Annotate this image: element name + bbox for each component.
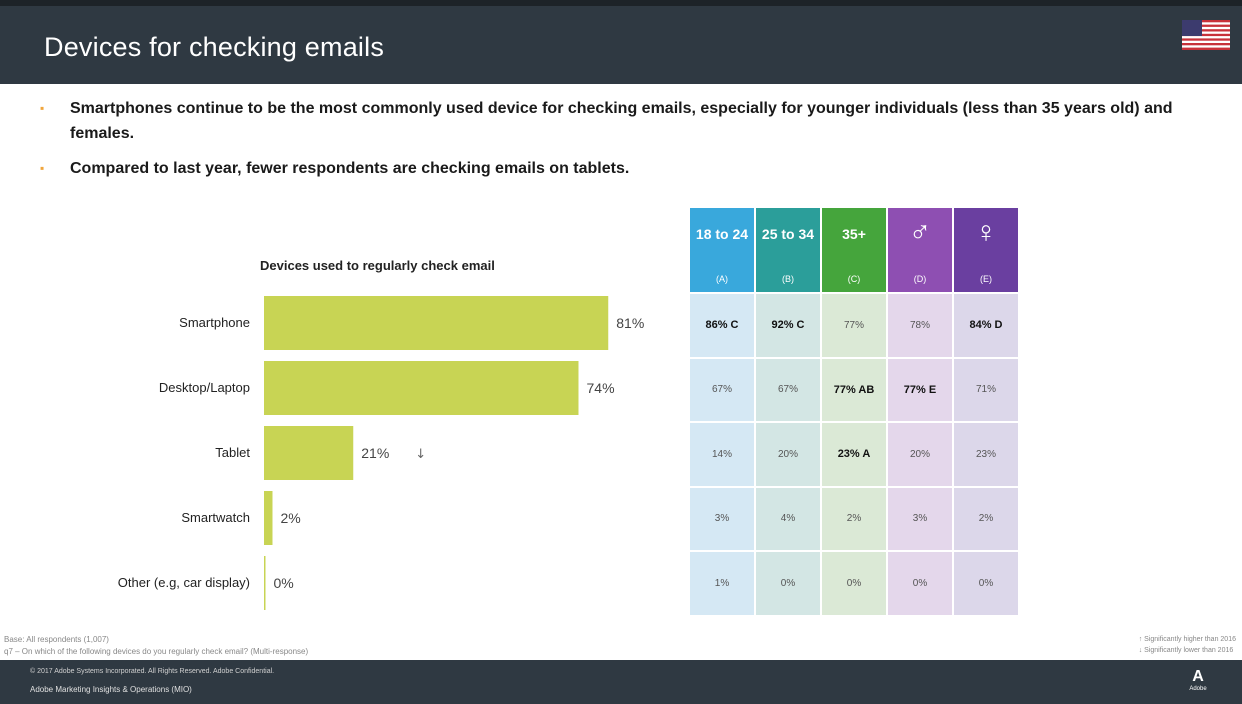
bar-category-label: Tablet <box>215 445 250 460</box>
sig-lower-note: ↓ Significantly lower than 2016 <box>1138 647 1234 654</box>
bar-value-label: 21% <box>361 445 389 461</box>
bar-category-label: Desktop/Laptop <box>159 380 250 395</box>
bar-category-label: Other (e.g, car display) <box>118 575 250 590</box>
bar-category-label: Smartphone <box>179 315 250 330</box>
bullet-text: Compared to last year, fewer respondents… <box>70 160 630 177</box>
bar <box>264 296 609 350</box>
table-cell: 1% <box>690 552 754 615</box>
table-cell: 77% <box>822 294 886 357</box>
bar-value-label: 74% <box>587 380 615 396</box>
column-code: (C) <box>847 274 861 284</box>
column-label: 18 to 24 <box>695 226 749 242</box>
copyright-text: © 2017 Adobe Systems Incorporated. All R… <box>30 668 275 675</box>
table-cell: 23% <box>954 423 1018 486</box>
department-text: Adobe Marketing Insights & Operations (M… <box>30 685 192 694</box>
footer-bar: © 2017 Adobe Systems Incorporated. All R… <box>0 660 1242 704</box>
chart-title: Devices used to regularly check email <box>260 258 495 273</box>
bar-category-label: Smartwatch <box>181 510 250 525</box>
header-bar: Devices for checking emails <box>0 0 1242 84</box>
table-cell: 92% C <box>756 294 820 357</box>
table-cell: 2% <box>954 487 1018 550</box>
table-column-header: 18 to 24 (A) <box>690 208 754 292</box>
table-cell: 20% <box>888 423 952 486</box>
table-cell: 0% <box>822 552 886 615</box>
table-cell: 2% <box>822 487 886 550</box>
table-cell: 71% <box>954 358 1018 421</box>
bullet-dot-icon: ▪ <box>40 161 45 175</box>
bullet-dot-icon: ▪ <box>40 101 45 115</box>
bar <box>264 556 266 610</box>
table-cell: 3% <box>690 487 754 550</box>
bar <box>264 361 579 415</box>
page-title: Devices for checking emails <box>44 32 385 62</box>
base-note: Base: All respondents (1,007) <box>4 635 109 644</box>
table-cell: 67% <box>690 358 754 421</box>
bar-chart: Smartphone 81% Desktop/Laptop 74% Tablet 21% ↓… <box>118 296 644 610</box>
column-code: (B) <box>782 274 794 284</box>
table-column-header: 25 to 34 (B) <box>756 208 820 292</box>
table-column-header: 35+ (C) <box>822 208 886 292</box>
question-note: q7 – On which of the following devices d… <box>4 647 309 656</box>
adobe-logo-text: Adobe <box>1189 686 1207 692</box>
column-label: 25 to 34 <box>761 226 815 242</box>
column-code: (D) <box>913 274 927 284</box>
table-cell: 78% <box>888 294 952 357</box>
demographic-table: 18 to 24 (A) 86% C 67% 14% 3% 1% 25 to 34 (B) 92%… <box>690 208 1018 616</box>
adobe-logo: A Adobe <box>1186 668 1210 692</box>
table-cell: 77% AB <box>822 358 886 421</box>
table-cell: 0% <box>756 552 820 615</box>
bar-value-label: 2% <box>281 510 301 526</box>
table-cell: 14% <box>690 423 754 486</box>
bar <box>264 491 273 545</box>
bar <box>264 426 354 480</box>
bullet-item: ▪ Compared to last year, fewer responden… <box>40 156 1200 181</box>
table-cell: 86% C <box>690 294 754 357</box>
table-cell: 67% <box>756 358 820 421</box>
bullet-list: ▪ Smartphones continue to be the most co… <box>40 96 1200 191</box>
table-cell: 4% <box>756 487 820 550</box>
table-cell: 0% <box>888 552 952 615</box>
sig-lower-arrow-icon: ↓ <box>415 447 426 462</box>
bar-value-label: 0% <box>274 575 294 591</box>
female-icon: ♀ <box>974 216 998 249</box>
adobe-logo-icon: A <box>1192 668 1204 685</box>
table-cell: 0% <box>954 552 1018 615</box>
male-icon: ♂ <box>908 216 932 249</box>
footnotes-right: ↑ Significantly higher than 2016 ↓ Signi… <box>1139 634 1236 656</box>
table-column-header: ♀ (E) <box>954 208 1018 292</box>
sig-higher-note: ↑ Significantly higher than 2016 <box>1138 636 1236 643</box>
table-cell: 23% A <box>822 423 886 486</box>
column-code: (E) <box>980 274 992 284</box>
table-cell: 77% E <box>888 358 952 421</box>
us-flag-icon <box>1182 20 1230 50</box>
table-cell: 84% D <box>954 294 1018 357</box>
footnotes-left: Base: All respondents (1,007) q7 – On wh… <box>4 634 308 658</box>
table-cell: 3% <box>888 487 952 550</box>
bullet-text: Smartphones continue to be the most comm… <box>70 100 1173 142</box>
bar-value-label: 81% <box>616 315 644 331</box>
table-cell: 20% <box>756 423 820 486</box>
column-code: (A) <box>716 274 728 284</box>
table-column-header: ♂ (D) <box>888 208 952 292</box>
column-label: 35+ <box>842 226 866 242</box>
bullet-item: ▪ Smartphones continue to be the most co… <box>40 96 1200 146</box>
